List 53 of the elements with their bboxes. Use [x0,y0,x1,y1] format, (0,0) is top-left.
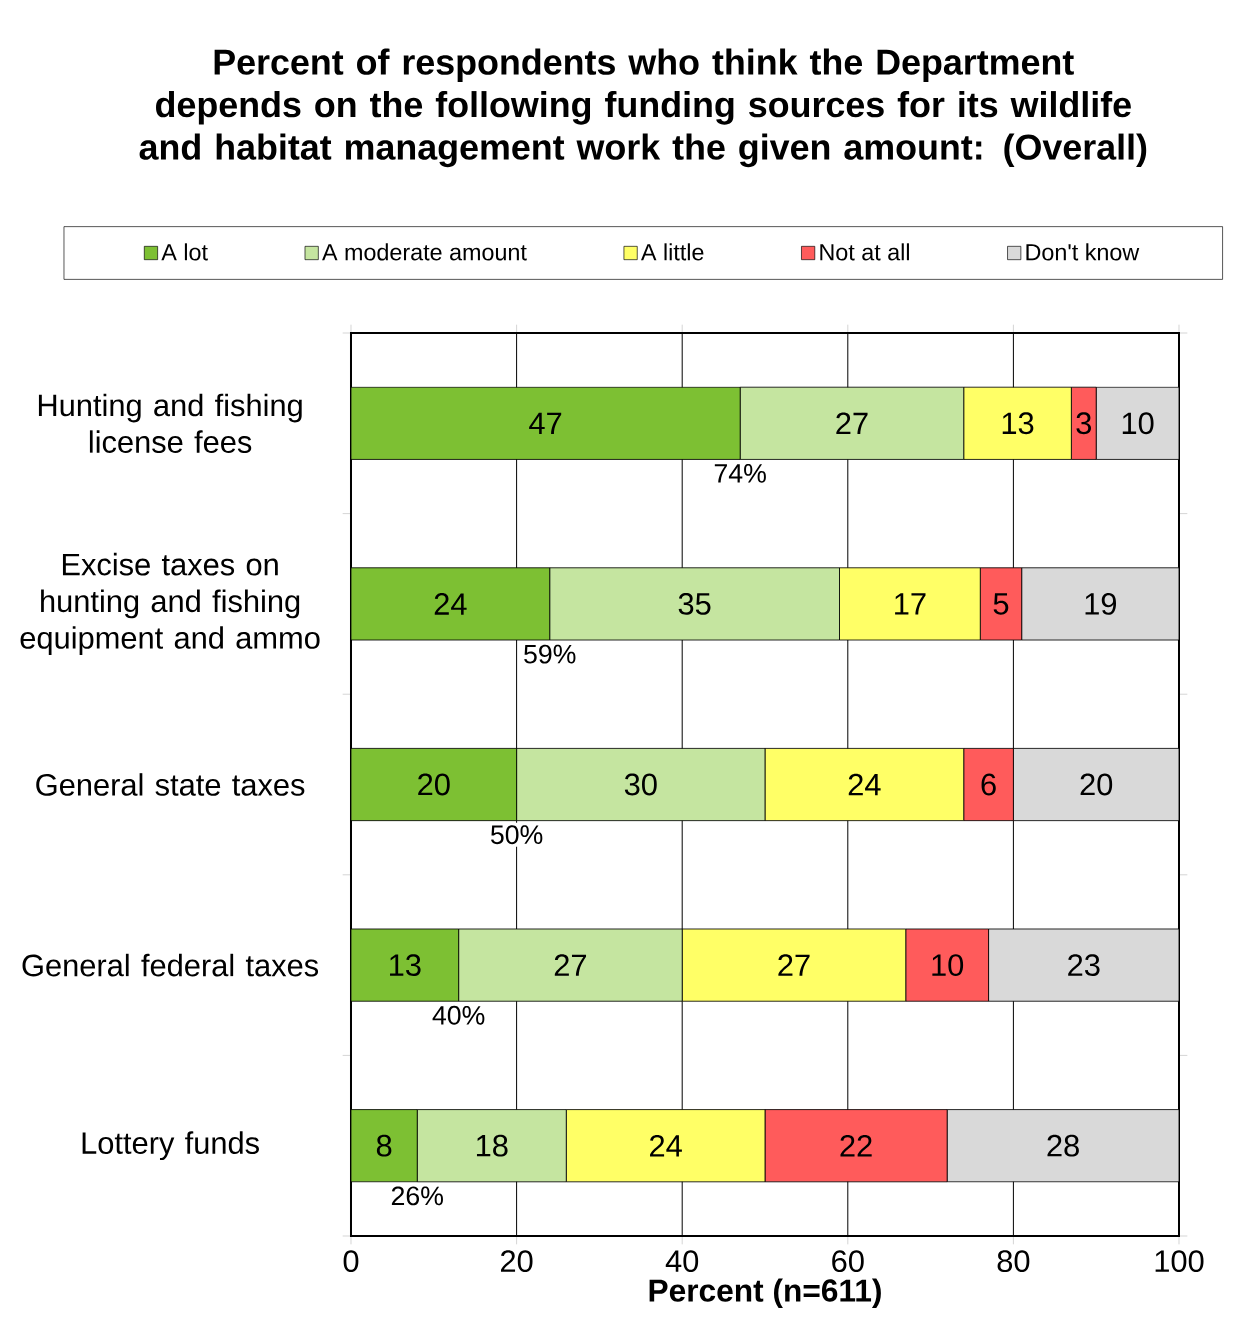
data-label: 10 [932,954,964,977]
data-label: 23 [1068,954,1100,977]
data-label: 18 [476,1134,508,1157]
annotation: 50% [490,825,543,845]
data-label: 5 [993,593,1009,615]
legend-label: Not at all [820,243,909,261]
legend-label: A little [640,243,704,261]
data-label: 27 [554,954,587,976]
annotation: 26% [391,1186,443,1206]
x-tick-label: 100 [1155,1250,1204,1273]
legend-label: A lot [161,243,208,261]
data-label: 47 [529,412,562,434]
data-label: 19 [1085,592,1117,615]
data-label: 22 [840,1134,872,1157]
annotation: 59% [524,644,576,664]
data-label: 13 [1002,412,1034,435]
y-tick-label: Excise taxes on hunting and fishing equipment and ammo [20,552,320,655]
bar [1012,747,1179,822]
data-label: 10 [1122,412,1154,435]
x-tick-label: 80 [997,1250,1030,1273]
data-label: 20 [1080,773,1113,796]
data-label: 3 [1076,412,1091,435]
y-tick-label: Lottery funds [82,1131,259,1161]
x-tick-label: 20 [500,1250,533,1273]
annotation: 40% [432,1005,485,1025]
data-label: 13 [390,954,421,977]
data-label: 20 [418,773,450,796]
bar [1021,567,1179,641]
bar [1095,386,1179,460]
x-axis-title: Percent (n=611) [649,1278,881,1309]
bar [988,928,1179,1002]
legend-label: A moderate amount [322,243,527,261]
x-tick-label: 0 [343,1250,359,1273]
x-tick-label: 40 [665,1250,699,1273]
data-label: 35 [678,592,711,615]
data-label: 6 [981,773,996,796]
x-tick-label: 60 [832,1250,864,1273]
data-label: 17 [895,593,926,615]
y-tick-label: General state taxes [36,773,305,796]
legend-label: Don't know [1026,243,1140,261]
bar [946,1109,1179,1183]
annotation: 74% [714,464,766,483]
data-label: 24 [650,1134,682,1157]
y-tick-label: Hunting and fishing license fees [38,393,302,453]
y-tick-label: General federal taxes [22,953,319,977]
data-label: 24 [848,773,881,796]
data-label: 27 [836,412,868,435]
data-label: 24 [434,593,467,615]
data-label: 28 [1047,1134,1079,1157]
data-label: 8 [376,1134,392,1157]
data-label: 27 [778,954,810,976]
data-label: 30 [624,773,657,796]
chart-title: Percent of respondents who think the Department depends on the following funding sources for its wildlife and habitat management work the given amount: (Overall) [139,48,1147,168]
